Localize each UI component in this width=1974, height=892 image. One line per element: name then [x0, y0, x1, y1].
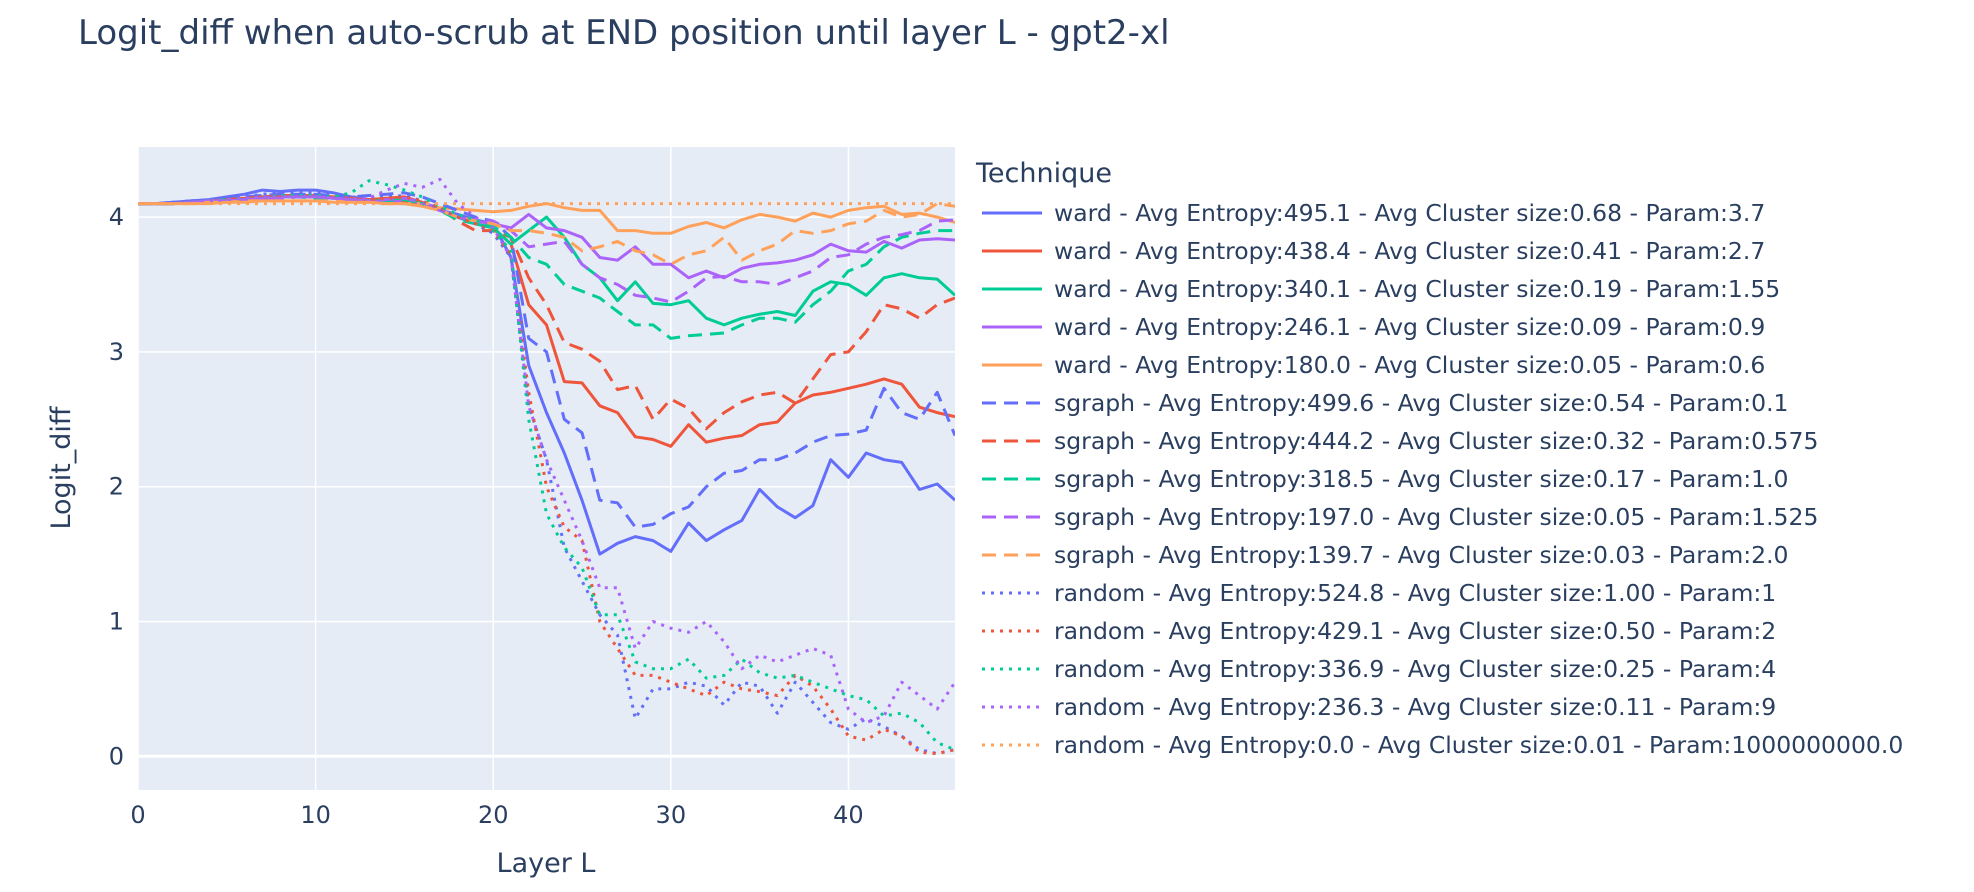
- series-line-14: [138, 177, 955, 725]
- series-lines: [138, 177, 955, 756]
- y-tick-label: 2: [109, 473, 124, 501]
- legend: Technique ward - Avg Entropy:495.1 - Avg…: [975, 158, 1903, 759]
- x-tick-label: 10: [300, 801, 331, 829]
- y-tick-label: 4: [109, 203, 124, 231]
- series-line-10: [138, 199, 955, 266]
- legend-label: ward - Avg Entropy:340.1 - Avg Cluster s…: [1054, 275, 1780, 303]
- legend-label: sgraph - Avg Entropy:444.2 - Avg Cluster…: [1054, 427, 1818, 455]
- legend-label: sgraph - Avg Entropy:197.0 - Avg Cluster…: [1054, 503, 1818, 531]
- x-tick-label: 30: [656, 801, 687, 829]
- legend-label: sgraph - Avg Entropy:318.5 - Avg Cluster…: [1054, 465, 1789, 493]
- y-tick-label: 0: [109, 742, 124, 770]
- legend-label: random - Avg Entropy:336.9 - Avg Cluster…: [1054, 655, 1776, 683]
- legend-label: random - Avg Entropy:524.8 - Avg Cluster…: [1054, 579, 1776, 607]
- legend-title: Technique: [975, 158, 1112, 189]
- y-axis-label: Logit_diff: [46, 405, 77, 529]
- legend-label: ward - Avg Entropy:180.0 - Avg Cluster s…: [1054, 351, 1765, 379]
- legend-label: sgraph - Avg Entropy:139.7 - Avg Cluster…: [1054, 541, 1789, 569]
- y-tick-label: 3: [109, 338, 124, 366]
- legend-label: ward - Avg Entropy:438.4 - Avg Cluster s…: [1054, 237, 1765, 265]
- series-line-1: [138, 188, 955, 556]
- legend-label: random - Avg Entropy:429.1 - Avg Cluster…: [1054, 617, 1776, 645]
- legend-label: sgraph - Avg Entropy:499.6 - Avg Cluster…: [1054, 389, 1789, 417]
- x-tick-label: 40: [833, 801, 864, 829]
- x-tick-label: 20: [478, 801, 509, 829]
- legend-items: ward - Avg Entropy:495.1 - Avg Cluster s…: [982, 199, 1903, 759]
- legend-label: random - Avg Entropy:0.0 - Avg Cluster s…: [1054, 731, 1903, 759]
- chart-title: Logit_diff when auto-scrub at END positi…: [78, 13, 1170, 53]
- series-line-11: [138, 191, 955, 756]
- legend-label: ward - Avg Entropy:246.1 - Avg Cluster s…: [1054, 313, 1765, 341]
- x-tick-label: 0: [130, 801, 145, 829]
- axes: 0 10 20 30 40 0 1 2 3 4: [109, 203, 864, 829]
- legend-label: ward - Avg Entropy:495.1 - Avg Cluster s…: [1054, 199, 1765, 227]
- x-axis-label: Layer L: [497, 848, 596, 879]
- y-tick-label: 1: [109, 607, 124, 635]
- legend-label: random - Avg Entropy:236.3 - Avg Cluster…: [1054, 693, 1776, 721]
